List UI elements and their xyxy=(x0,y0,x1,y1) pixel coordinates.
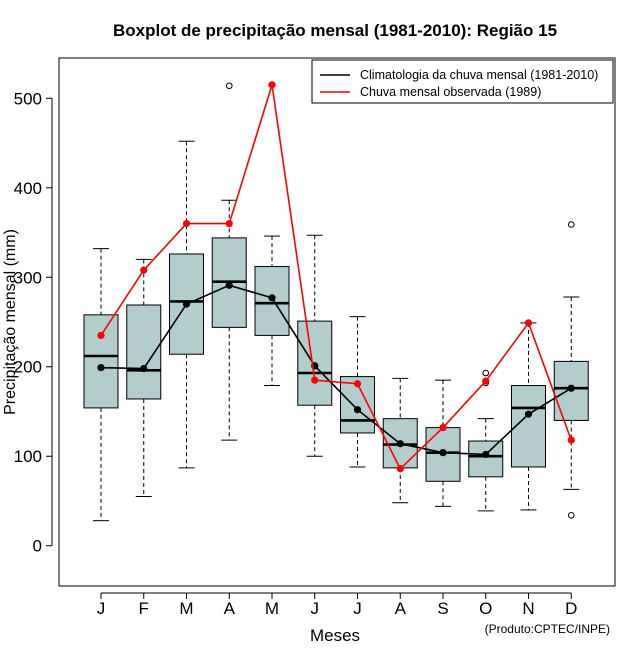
series-point xyxy=(182,219,191,228)
series-point xyxy=(140,266,148,274)
y-axis: 0 100 200 300 400 500 xyxy=(14,89,53,556)
series-point xyxy=(268,81,276,89)
y-tick-label: 200 xyxy=(14,358,42,377)
box-iqr xyxy=(511,385,546,468)
series-point xyxy=(482,377,490,385)
series-point xyxy=(567,436,575,444)
x-tick-label: D xyxy=(565,599,577,618)
x-tick-label: M xyxy=(179,599,193,618)
series-point xyxy=(182,300,191,308)
box-6 xyxy=(340,316,375,468)
x-tick-label: S xyxy=(437,599,448,618)
outlier-point xyxy=(225,82,233,90)
series-point xyxy=(482,450,490,459)
outlier-point xyxy=(567,512,575,519)
y-axis-label: Precipitação mensal (mm) xyxy=(2,229,19,415)
box-10 xyxy=(511,322,546,511)
series-point xyxy=(97,331,105,340)
series-point xyxy=(396,465,404,473)
box-iqr xyxy=(425,427,461,482)
x-tick-label: F xyxy=(139,599,149,618)
series-point xyxy=(396,440,404,448)
series-point xyxy=(311,376,319,384)
box-iqr xyxy=(83,314,119,409)
y-tick-label: 400 xyxy=(14,179,42,198)
legend-label-climatology: Climatologia da chuva mensal (1981-2010) xyxy=(360,68,598,82)
box-4 xyxy=(254,235,290,387)
x-tick-label: J xyxy=(311,599,320,618)
credit-text: (Produto:CPTEC/INPE) xyxy=(485,622,610,636)
series-point xyxy=(353,380,362,388)
y-tick-label: 300 xyxy=(14,268,42,287)
series-point xyxy=(97,364,105,372)
box-1 xyxy=(126,258,162,498)
x-tick-label: J xyxy=(97,599,106,618)
box-9 xyxy=(468,369,504,512)
x-tick-label: O xyxy=(479,599,492,618)
x-tick-label: A xyxy=(395,599,407,618)
series-line xyxy=(100,284,572,456)
y-tick-label: 100 xyxy=(14,447,42,466)
series-line xyxy=(100,84,573,471)
box-2 xyxy=(169,140,204,469)
box-0 xyxy=(83,248,119,522)
series-observed xyxy=(97,81,575,473)
series-point xyxy=(268,294,276,302)
x-tick-label: A xyxy=(224,599,236,618)
series-point xyxy=(439,449,447,457)
series-point xyxy=(524,410,533,418)
box-5 xyxy=(297,234,333,457)
outlier-point xyxy=(482,369,490,377)
x-tick-label: M xyxy=(265,599,279,618)
x-tick-label: N xyxy=(522,599,534,618)
legend: Climatologia da chuva mensal (1981-2010)… xyxy=(311,59,614,104)
series-point xyxy=(140,364,148,373)
plot-frame xyxy=(58,57,616,587)
box-8 xyxy=(425,379,461,507)
legend-label-observed: Chuva mensal observada (1989) xyxy=(360,85,541,99)
series-point xyxy=(225,281,233,289)
outlier-point xyxy=(567,221,575,228)
series-point xyxy=(225,219,233,228)
box-iqr xyxy=(297,320,333,406)
series-point xyxy=(353,406,362,414)
box-3 xyxy=(211,82,247,441)
box-11 xyxy=(553,221,589,519)
y-tick-label: 500 xyxy=(14,89,42,108)
y-tick-label: 0 xyxy=(33,537,42,556)
chart-title: Boxplot de precipitação mensal (1981-201… xyxy=(113,21,557,40)
series-point xyxy=(439,424,447,432)
series-lines-group xyxy=(97,81,575,473)
box-iqr xyxy=(468,440,504,478)
series-point xyxy=(567,384,575,392)
boxes-group xyxy=(83,82,589,522)
x-axis-label: Meses xyxy=(310,626,360,645)
series-point xyxy=(524,319,533,327)
legend-box xyxy=(311,59,614,104)
x-tick-label: J xyxy=(353,599,362,618)
